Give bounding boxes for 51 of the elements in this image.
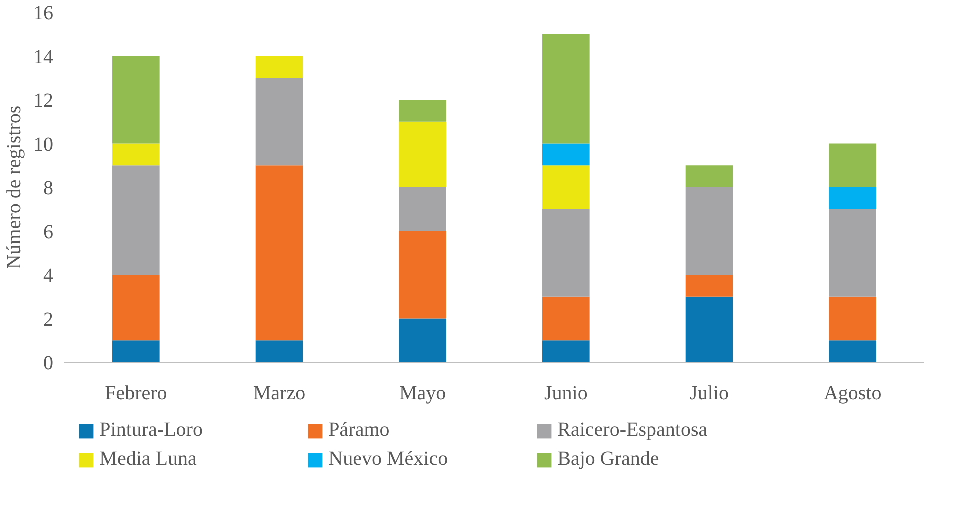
bar [256,78,304,166]
y-tick-label: 12 [34,90,54,112]
bar [112,275,160,341]
bar [542,296,590,341]
legend-label: Nuevo México [328,448,450,471]
bar [829,188,876,210]
bar [399,231,446,319]
x-tick-label: Agosto [824,382,882,404]
bar [112,56,160,144]
y-tick-label: 6 [44,221,54,244]
bar [542,166,590,210]
y-tick-label: 0 [44,352,54,374]
y-axis-title: Número de registros [4,106,26,270]
y-tick-label: 8 [44,178,54,200]
bar [399,122,446,188]
x-tick-label: Junio [544,382,588,404]
bar [112,144,160,166]
legend-label: Páramo [328,419,391,442]
bar [256,56,304,78]
y-tick-label: 16 [34,2,54,24]
bar [256,340,304,362]
bar [112,340,160,362]
bar [399,318,446,362]
y-tick-label: 4 [44,265,54,287]
bar [686,166,734,188]
bar [542,340,590,362]
bar [829,209,876,297]
legend-label: Media Luna [100,448,198,471]
legend-label: Bajo Grande [558,448,660,471]
y-tick-label: 10 [34,134,54,156]
y-tick-label: 2 [44,308,54,331]
legend-label: Raicero-Espantosa [558,419,709,442]
y-tick-label: 14 [34,46,54,68]
bar [399,188,446,232]
bar [112,166,160,275]
bar [686,188,734,275]
bar [686,296,734,362]
bar [829,144,876,188]
bar [542,144,590,166]
bar [542,209,590,297]
bar [256,166,304,341]
bar [399,100,446,122]
x-tick-label: Febrero [105,382,168,404]
x-tick-label: Mayo [400,382,446,404]
x-tick-label: Marzo [253,382,306,404]
bar [829,296,876,341]
bar [542,34,590,144]
x-tick-label: Julio [690,382,729,404]
bar [829,340,876,362]
legend-label: Pintura-Loro [100,419,204,442]
bar [686,275,734,297]
